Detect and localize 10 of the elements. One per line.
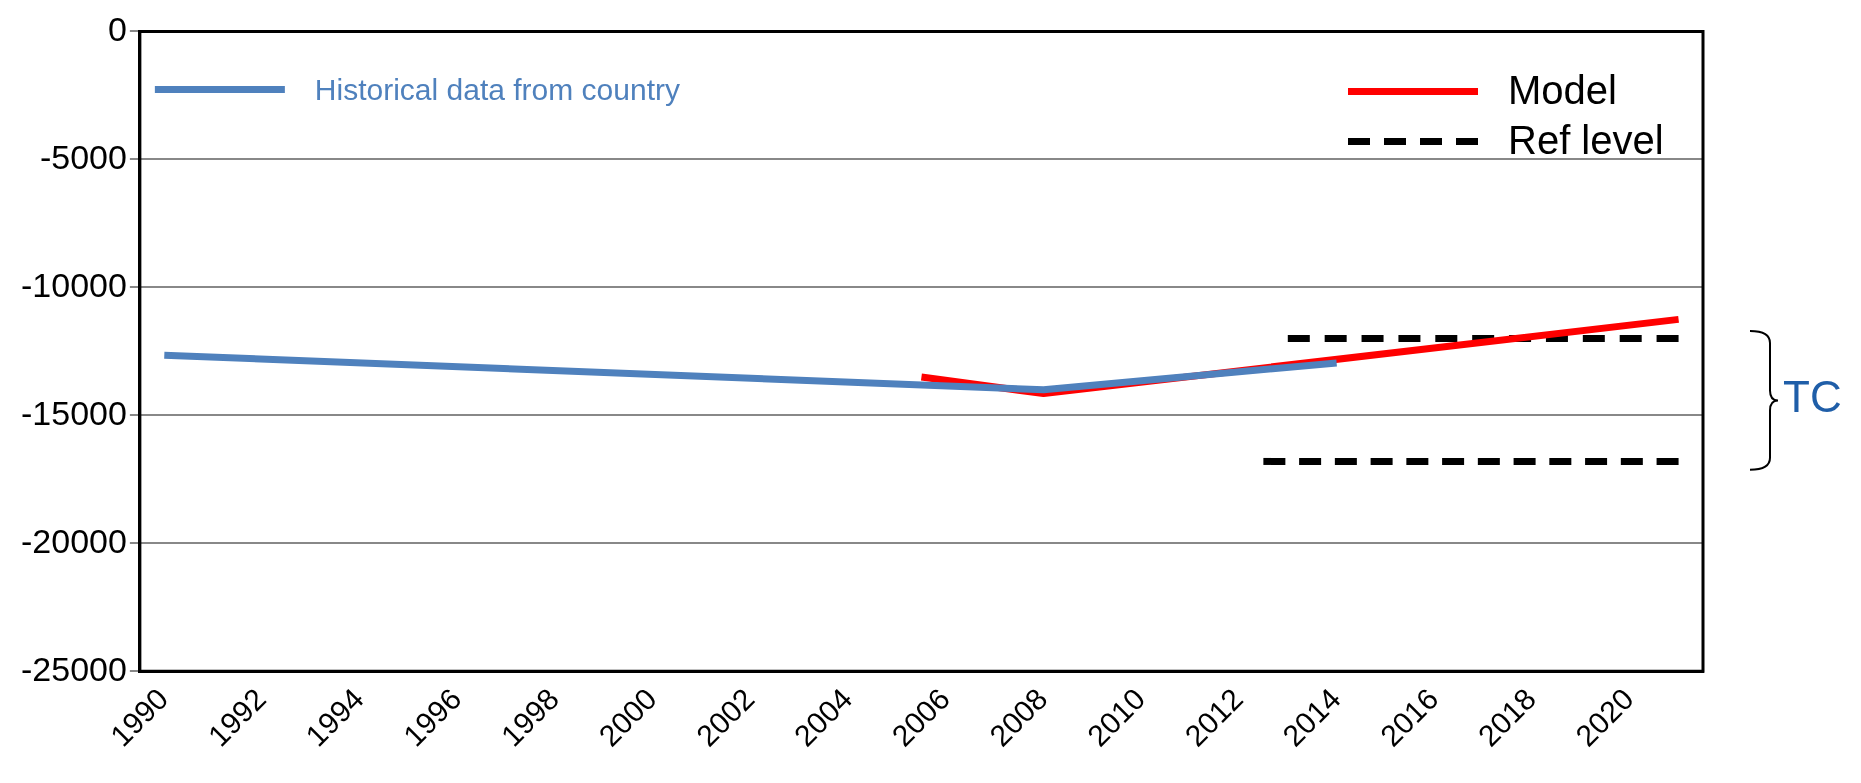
legend-label: Historical data from country [314, 72, 681, 106]
legend-label: Ref level [1508, 118, 1664, 163]
y-tick-label: -5000 [39, 137, 127, 176]
legend-label: Model [1508, 68, 1617, 113]
y-tick-label: -25000 [20, 649, 127, 688]
y-tick-label: 0 [107, 9, 127, 48]
y-tick-label: -10000 [20, 265, 127, 304]
y-tick-label: -15000 [20, 393, 127, 432]
text: TC [1783, 372, 1842, 422]
y-tick-label: -20000 [20, 521, 127, 560]
